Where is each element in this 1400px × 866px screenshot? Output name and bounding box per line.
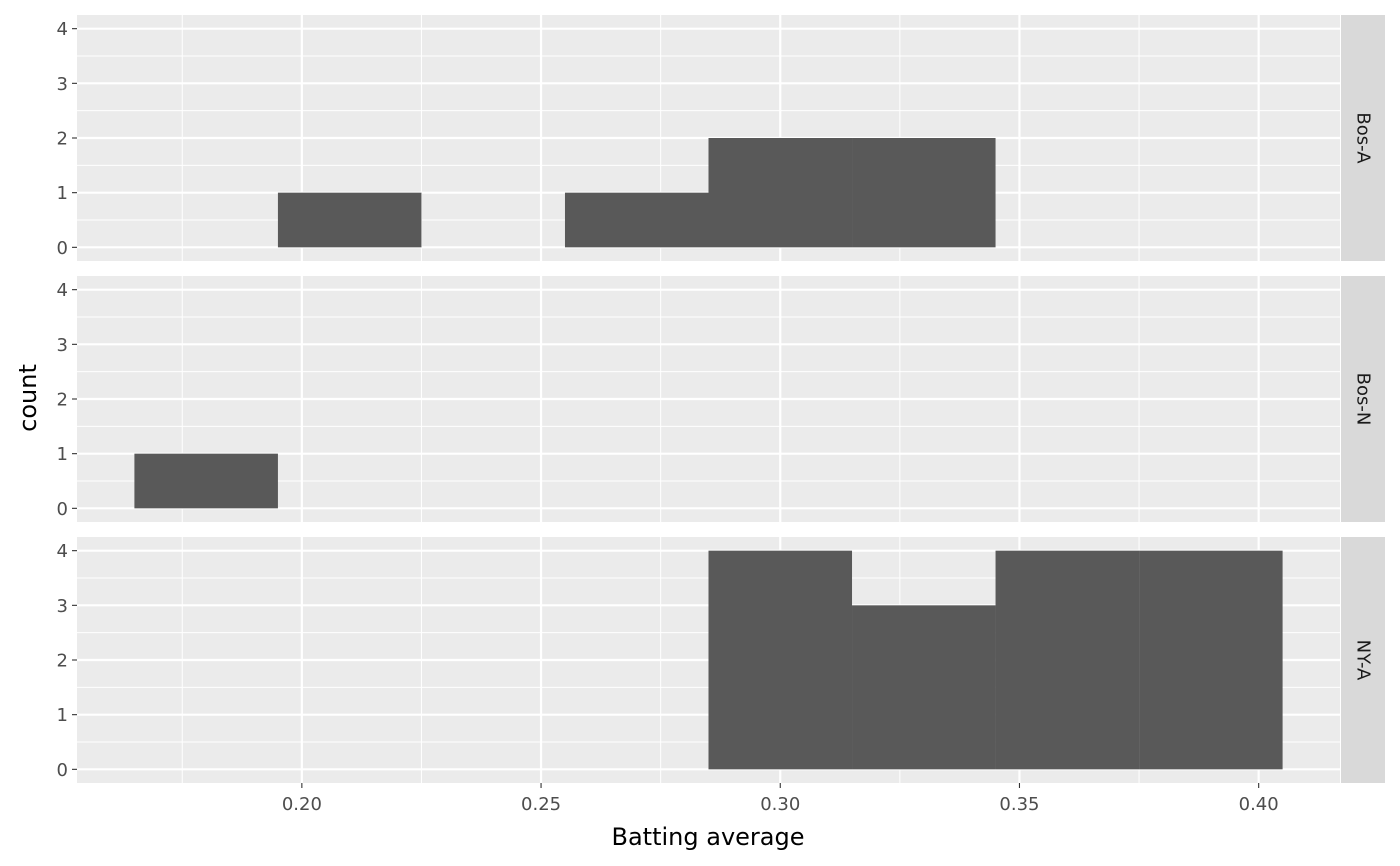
facet-panels: 0 1 2 3 4 Bos-A 0 1 2 3 4 Bos-N 0 1 2 3 4 NY-A xyxy=(57,15,1385,783)
facet-strip-label: Bos-N xyxy=(1353,373,1374,426)
y-tick-label: 4 xyxy=(57,541,68,562)
facet-strip xyxy=(1341,15,1385,261)
histogram-bar xyxy=(134,453,278,509)
y-tick-label: 3 xyxy=(57,596,68,617)
y-tick-label: 1 xyxy=(57,183,68,204)
y-tick-label: 0 xyxy=(57,238,68,259)
y-tick-label: 2 xyxy=(57,390,68,411)
histogram-bar xyxy=(708,550,853,770)
x-tick-label: 0.35 xyxy=(999,794,1039,815)
facet-panel-bos-a: 0 1 2 3 4 Bos-A xyxy=(57,15,1385,261)
y-tick-label: 1 xyxy=(57,705,68,726)
histogram-bar xyxy=(1139,550,1283,770)
histogram-bar xyxy=(995,550,1140,770)
facet-strip-label: NY-A xyxy=(1353,640,1374,681)
x-axis: 0.20 0.25 0.30 0.35 0.40 xyxy=(282,783,1279,815)
facet-strip xyxy=(1341,276,1385,522)
y-tick-label: 4 xyxy=(57,19,68,40)
x-axis-title: Batting average xyxy=(612,823,805,851)
x-tick-label: 0.30 xyxy=(760,794,800,815)
facet-panel-bos-n: 0 1 2 3 4 Bos-N xyxy=(57,276,1385,522)
facet-strip xyxy=(1341,537,1385,783)
y-tick-label: 2 xyxy=(57,129,68,150)
facet-strip-label: Bos-A xyxy=(1353,112,1374,164)
facet-panel-ny-a: 0 1 2 3 4 NY-A xyxy=(57,537,1385,783)
y-tick-label: 4 xyxy=(57,280,68,301)
y-tick-label: 3 xyxy=(57,74,68,95)
y-tick-label: 3 xyxy=(57,335,68,356)
histogram-bar xyxy=(852,605,996,770)
y-axis-title: count xyxy=(14,364,42,432)
x-tick-label: 0.20 xyxy=(282,794,322,815)
histogram-bar xyxy=(708,138,853,248)
y-tick-label: 0 xyxy=(57,760,68,781)
y-tick-label: 1 xyxy=(57,444,68,465)
x-tick-label: 0.25 xyxy=(521,794,561,815)
x-tick-label: 0.40 xyxy=(1239,794,1279,815)
histogram-bar xyxy=(564,192,709,248)
histogram-bar xyxy=(852,138,996,248)
y-tick-label: 2 xyxy=(57,651,68,672)
y-tick-label: 0 xyxy=(57,499,68,520)
histogram-bar xyxy=(277,192,422,248)
